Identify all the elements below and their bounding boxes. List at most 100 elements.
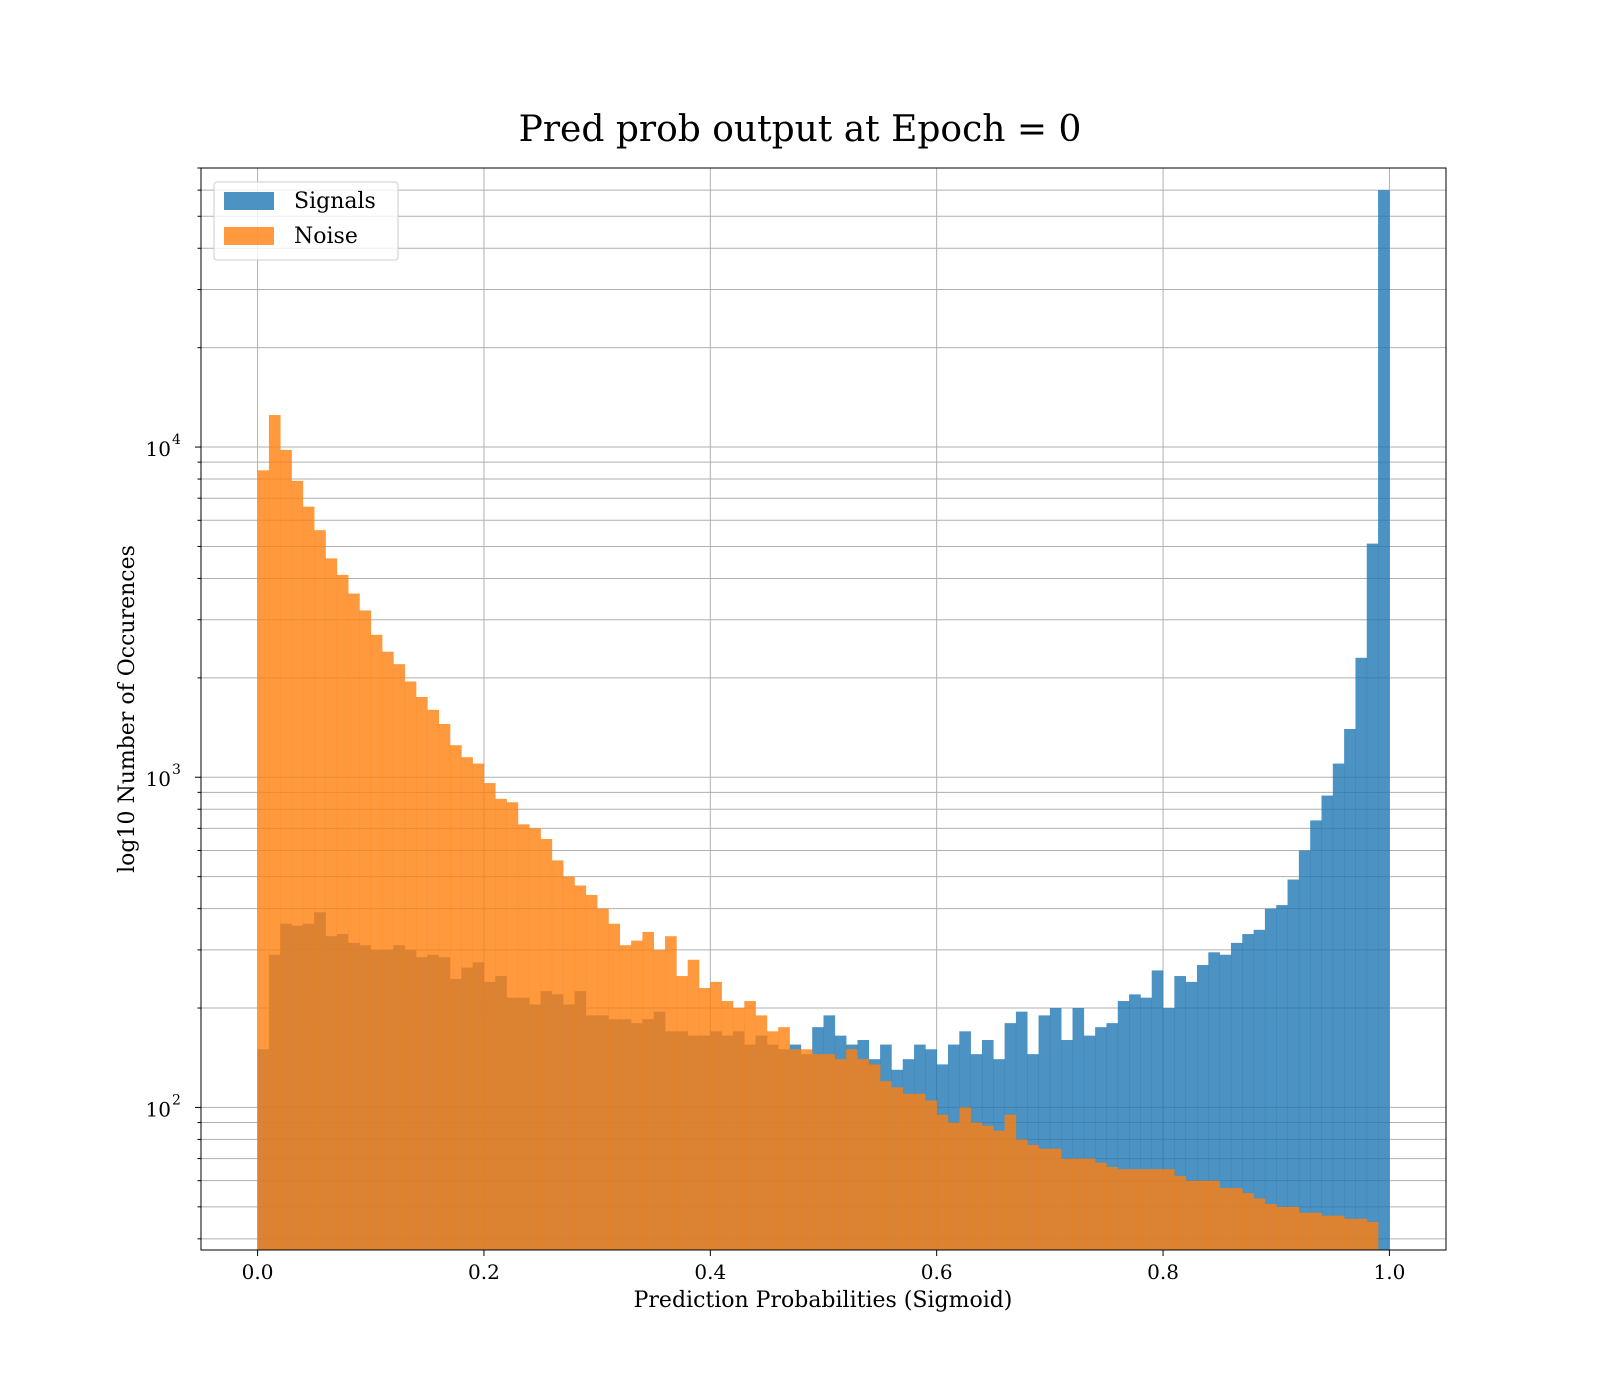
- noise-bar: [834, 1059, 847, 1250]
- noise-bar: [416, 696, 428, 1250]
- noise-bar: [1004, 1114, 1017, 1250]
- noise-bar: [551, 860, 564, 1250]
- noise-bar: [1242, 1193, 1254, 1250]
- x-axis-label: Prediction Probabilities (Sigmoid): [634, 1288, 1013, 1313]
- noise-bar: [1117, 1169, 1130, 1250]
- noise-bar: [1287, 1206, 1300, 1250]
- signals-bar: [1366, 543, 1379, 1250]
- signals-bar: [1230, 942, 1243, 1250]
- noise-bar: [1095, 1162, 1107, 1250]
- signals-bar: [1321, 795, 1334, 1250]
- signals-bar: [1049, 1008, 1062, 1250]
- noise-bar: [1106, 1167, 1119, 1250]
- noise-bar: [517, 824, 530, 1250]
- legend-label-noise: Noise: [294, 224, 358, 249]
- noise-bar: [699, 987, 711, 1250]
- noise-bar: [1140, 1169, 1153, 1250]
- signals-bar: [1197, 964, 1209, 1250]
- noise-bar: [1174, 1175, 1186, 1250]
- signals-bar: [1015, 1011, 1028, 1250]
- signals-bar: [1038, 1015, 1051, 1250]
- noise-bar: [880, 1081, 892, 1250]
- chart-title: Pred prob output at Epoch = 0: [519, 109, 1082, 150]
- y-tick-exponent: 3: [172, 762, 181, 778]
- signals-bar: [1355, 657, 1368, 1250]
- signals-bar: [1072, 1008, 1085, 1250]
- noise-bar: [778, 1027, 790, 1250]
- noise-bar: [891, 1087, 904, 1250]
- noise-bar: [653, 949, 666, 1250]
- noise-bar: [631, 940, 643, 1250]
- noise-bar: [404, 681, 417, 1250]
- noise-bar: [766, 1031, 779, 1250]
- noise-bar: [1264, 1203, 1277, 1250]
- signals-bar: [1129, 994, 1141, 1250]
- noise-bar: [370, 634, 383, 1250]
- x-tick-label: 0.6: [921, 1260, 953, 1284]
- noise-bar: [676, 976, 688, 1250]
- noise-bar: [993, 1130, 1005, 1250]
- signals-bar: [1163, 1008, 1175, 1250]
- y-tick-exponent: 2: [172, 1092, 181, 1108]
- noise-bar: [348, 593, 360, 1250]
- noise-bar: [846, 1049, 858, 1250]
- signals-bar: [1151, 970, 1164, 1250]
- noise-bar: [483, 783, 496, 1250]
- signals-bar: [1219, 954, 1232, 1250]
- noise-bar: [574, 885, 587, 1250]
- noise-bar: [495, 798, 507, 1250]
- noise-bar: [732, 1008, 745, 1250]
- histogram-bars: [257, 190, 1390, 1250]
- signals-bar: [1310, 820, 1322, 1250]
- signals-bar: [1378, 190, 1390, 1250]
- signals-bar: [1332, 763, 1345, 1250]
- noise-bar: [1061, 1158, 1073, 1250]
- signals-bar: [1208, 952, 1220, 1250]
- noise-bar: [800, 1049, 813, 1250]
- signals-bar: [1287, 879, 1300, 1250]
- noise-bar: [450, 745, 462, 1250]
- noise-bar: [1208, 1180, 1220, 1250]
- x-axis-ticks: 0.0 0.2 0.4 0.6 0.8 1.0: [242, 1250, 1406, 1284]
- signals-bar: [1140, 997, 1153, 1250]
- noise-bar: [665, 936, 677, 1250]
- signals-bar: [1061, 1040, 1073, 1250]
- signals-bar: [1185, 981, 1198, 1250]
- noise-bar: [268, 415, 281, 1250]
- noise-bar: [619, 945, 632, 1250]
- x-tick-label: 0.4: [694, 1260, 726, 1284]
- noise-bar: [1321, 1215, 1334, 1250]
- noise-bar: [948, 1122, 960, 1250]
- noise-bar: [687, 959, 700, 1250]
- noise-bar: [812, 1054, 824, 1250]
- noise-bar: [642, 931, 655, 1250]
- noise-bar: [529, 828, 541, 1250]
- signals-bar: [1242, 934, 1254, 1250]
- noise-bar: [1151, 1169, 1164, 1250]
- noise-bar: [472, 763, 485, 1250]
- noise-bar: [721, 1001, 734, 1250]
- noise-bar: [302, 506, 315, 1250]
- noise-bar: [1129, 1169, 1141, 1250]
- signals-bar: [1117, 1001, 1130, 1250]
- noise-bar: [280, 449, 292, 1250]
- noise-bar: [1083, 1158, 1096, 1250]
- signals-bar: [1174, 976, 1186, 1250]
- noise-bar: [744, 1001, 756, 1250]
- signals-bar: [1344, 728, 1356, 1250]
- x-tick-label: 1.0: [1374, 1260, 1406, 1284]
- noise-bar: [438, 723, 451, 1250]
- noise-bar: [506, 802, 519, 1250]
- noise-bar: [1230, 1188, 1243, 1250]
- x-tick-label: 0.2: [468, 1260, 500, 1284]
- noise-bar: [427, 709, 439, 1250]
- noise-bar: [1298, 1212, 1311, 1250]
- noise-bar: [325, 558, 338, 1250]
- y-axis-label: log10 Number of Occurences: [115, 545, 140, 873]
- plot-frame: [200, 167, 1447, 1251]
- signals-bar: [1264, 908, 1277, 1250]
- signals-bar: [1083, 1035, 1096, 1250]
- signals-bar: [1106, 1023, 1119, 1250]
